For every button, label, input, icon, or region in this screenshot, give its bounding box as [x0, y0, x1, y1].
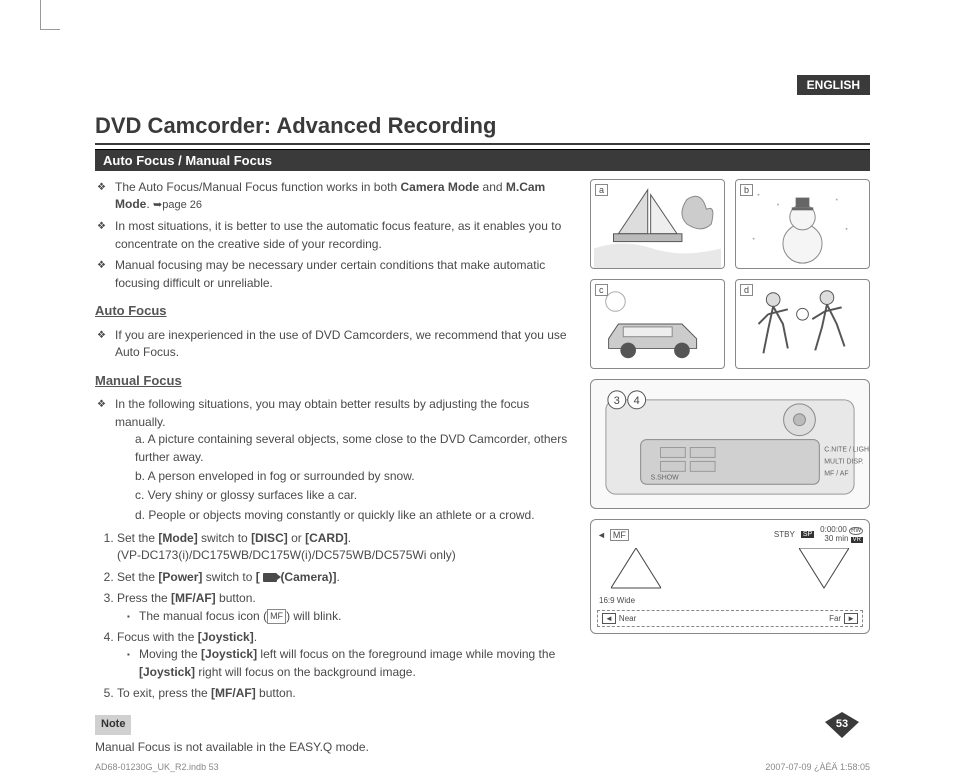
- auto-focus-heading: Auto Focus: [95, 302, 578, 321]
- situation-d: d. People or objects moving constantly o…: [135, 507, 578, 524]
- step-1: Set the [Mode] switch to [DISC] or [CARD…: [117, 530, 578, 565]
- step-4: Focus with the [Joystick]. Moving the [J…: [117, 629, 578, 681]
- illustration-c-car: c: [590, 279, 725, 369]
- lcd-screen-illustration: ◄ MF STBY SP 0:00:00 RW 30 min VR 16:9 W…: [590, 519, 870, 634]
- lcd-near-label: Near: [619, 614, 636, 623]
- situation-a: a. A picture containing several objects,…: [135, 431, 578, 466]
- manual-focus-bullets: In the following situations, you may obt…: [95, 396, 578, 524]
- lcd-mf-icon: MF: [610, 529, 629, 541]
- callout-3: 3: [614, 395, 620, 407]
- manual-focus-heading: Manual Focus: [95, 372, 578, 391]
- manual-focus-intro: In the following situations, you may obt…: [95, 396, 578, 524]
- step-5: To exit, press the [MF/AF] button.: [117, 685, 578, 702]
- note-badge: Note: [95, 715, 131, 735]
- intro-bullet-3: Manual focusing may be necessary under c…: [95, 257, 578, 292]
- right-arrow-icon: ►: [844, 613, 858, 624]
- situation-c: c. Very shiny or glossy surfaces like a …: [135, 487, 578, 504]
- page-number-badge: 53: [825, 712, 859, 738]
- language-badge: ENGLISH: [797, 75, 870, 95]
- lcd-stby: STBY: [774, 530, 795, 539]
- main-text-column: The Auto Focus/Manual Focus function wor…: [95, 179, 578, 756]
- footer-filename: AD68-01230G_UK_R2.indb 53: [95, 762, 219, 772]
- mf-icon: MF: [267, 609, 286, 624]
- step-2: Set the [Power] switch to [ (Camera)].: [117, 569, 578, 586]
- lcd-focus-bar: ◄Near Far►: [597, 610, 863, 627]
- auto-focus-bullets: If you are inexperienced in the use of D…: [95, 327, 578, 362]
- intro-bullet-2: In most situations, it is better to use …: [95, 218, 578, 253]
- page-title: DVD Camcorder: Advanced Recording: [95, 113, 870, 145]
- lcd-time: 0:00:00: [820, 525, 847, 534]
- step-4-sub: Moving the [Joystick] left will focus on…: [127, 646, 578, 681]
- illustration-column: a b c d: [590, 179, 870, 756]
- svg-text:S.SHOW: S.SHOW: [651, 474, 680, 481]
- page-footer: AD68-01230G_UK_R2.indb 53 2007-07-09 ¿ÀÈ…: [95, 762, 870, 772]
- lcd-far-label: Far: [829, 614, 841, 623]
- intro-bullets: The Auto Focus/Manual Focus function wor…: [95, 179, 578, 292]
- callout-4: 4: [634, 395, 640, 407]
- situation-list: a. A picture containing several objects,…: [115, 431, 578, 524]
- lcd-remain: 30 min: [824, 534, 848, 543]
- illustration-a-sailboat: a: [590, 179, 725, 269]
- svg-text:MULTI DISP.: MULTI DISP.: [824, 458, 864, 465]
- svg-text:MF / AF: MF / AF: [824, 470, 848, 477]
- procedure-steps: Set the [Mode] switch to [DISC] or [CARD…: [95, 530, 578, 703]
- far-triangle-icon: [799, 548, 849, 593]
- illustration-d-soccer: d: [735, 279, 870, 369]
- lcd-sp: SP: [801, 531, 814, 538]
- footer-timestamp: 2007-07-09 ¿ÀÈÄ 1:58:05: [765, 762, 870, 772]
- near-triangle-icon: [611, 548, 661, 593]
- lcd-wide-label: 16:9 Wide: [599, 596, 635, 605]
- step-3: Press the [MF/AF] button. The manual foc…: [117, 590, 578, 625]
- device-illustration: C.NITE / LIGHT MULTI DISP. MF / AF S.SHO…: [590, 379, 870, 509]
- section-heading: Auto Focus / Manual Focus: [95, 149, 870, 171]
- svg-text:53: 53: [836, 718, 848, 730]
- page-content: ENGLISH DVD Camcorder: Advanced Recordin…: [95, 75, 870, 756]
- svg-text:C.NITE / LIGHT: C.NITE / LIGHT: [824, 446, 869, 453]
- note-text: Manual Focus is not available in the EAS…: [95, 739, 578, 756]
- left-arrow-icon: ◄: [602, 613, 616, 624]
- auto-focus-bullet: If you are inexperienced in the use of D…: [95, 327, 578, 362]
- illustration-b-snowman: b: [735, 179, 870, 269]
- device-svg: C.NITE / LIGHT MULTI DISP. MF / AF S.SHO…: [591, 380, 869, 509]
- camera-icon: [263, 573, 277, 582]
- crop-marks: [40, 0, 60, 30]
- intro-bullet-1: The Auto Focus/Manual Focus function wor…: [95, 179, 578, 214]
- step-3-sub: The manual focus icon (MF) will blink.: [127, 608, 578, 625]
- situation-b: b. A person enveloped in fog or surround…: [135, 468, 578, 485]
